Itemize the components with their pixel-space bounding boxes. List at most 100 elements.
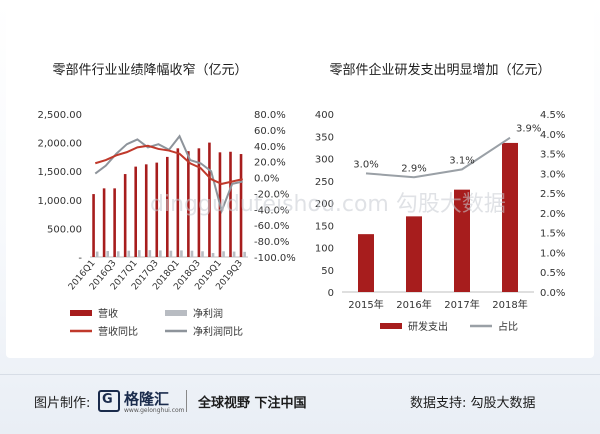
- chart2-yleft-tick: 350: [315, 132, 334, 143]
- chart2-bar-rd-expense: [406, 216, 422, 292]
- chart2-yleft-tick: 100: [315, 244, 334, 255]
- logo-url: www.gelonghui.com: [124, 407, 185, 414]
- chart2-x-tick: 2017年: [444, 298, 479, 311]
- data-source: 数据支持: 勾股大数据: [410, 396, 536, 411]
- chart2-legend-label: 占比: [498, 320, 518, 333]
- footer-divider: [0, 374, 600, 375]
- slogan: 全球视野 下注中国: [198, 396, 307, 411]
- chart2-yright-tick: 3.0%: [540, 169, 565, 180]
- credit-label: 图片制作:: [34, 396, 91, 411]
- chart2-title: 零部件企业研发支出明显增加（亿元）: [329, 62, 550, 78]
- chart1-bar-revenue: [229, 151, 232, 257]
- chart1-yleft-tick: 1,000.00: [37, 196, 82, 207]
- chart-rd-expense: 零部件企业研发支出明显增加（亿元） 0 50 100 150 200 250 300 350 40…: [315, 62, 566, 333]
- chart1-yright-tick: 60.0%: [254, 126, 286, 137]
- chart1-bar-revenue: [113, 188, 116, 257]
- chart2-yleft-tick: 400: [315, 110, 334, 121]
- chart2-yleft-tick: 50: [321, 266, 334, 277]
- chart2-yleft-tick: 0: [328, 288, 334, 299]
- chart1-legend-label: 营收同比: [98, 325, 138, 338]
- chart1-yright-tick: -60.0%: [254, 221, 289, 232]
- chart2-yright-tick: 2.5%: [540, 189, 565, 200]
- footer-separator: [186, 390, 187, 412]
- chart2-yright-tick: 0.0%: [540, 288, 565, 299]
- chart1-bar-revenue: [92, 194, 95, 257]
- chart1-yright-tick: 80.0%: [254, 110, 286, 121]
- chart2-bar-rd-expense: [358, 234, 374, 292]
- chart1-bar-net-profit: [180, 250, 183, 257]
- chart2-yright-tick: 1.5%: [540, 229, 565, 240]
- chart1-bar-net-profit: [148, 250, 152, 257]
- chart1-yright-tick: 40.0%: [254, 142, 286, 153]
- chart1-bar-net-profit: [211, 252, 215, 257]
- chart1-bar-revenue: [155, 162, 159, 257]
- chart1-line-revenue-yoy: [94, 144, 243, 185]
- chart1-legend-label: 净利润: [193, 307, 223, 320]
- chart1-bar-net-profit: [116, 251, 120, 257]
- chart2-x-tick: 2015年: [348, 298, 383, 311]
- chart-industry-performance: 零部件行业业绩降幅收窄（亿元） - 500.00 1,000.00 1,500.00 2,…: [37, 62, 296, 338]
- chart2-data-label: 2.9%: [401, 163, 426, 174]
- footer: 图片制作: G 格隆汇 www.gelonghui.com 全球视野 下注中国 …: [0, 374, 600, 434]
- chart1-yleft-tick: -: [78, 253, 82, 264]
- chart1-yright-tick: 0.0%: [254, 174, 279, 185]
- chart2-yright-tick: 2.0%: [540, 209, 565, 220]
- chart2-bar-rd-expense: [454, 189, 470, 292]
- chart1-yright-tick: -20.0%: [254, 189, 289, 200]
- chart1-yright-tick: 20.0%: [254, 158, 286, 169]
- chart1-legend-swatch: [70, 310, 92, 316]
- chart1-bar-revenue: [102, 188, 106, 257]
- chart2-x-tick: 2018年: [492, 298, 527, 311]
- chart2-legend-label: 研发支出: [408, 320, 448, 333]
- logo-icon: G: [98, 390, 120, 412]
- chart1-yright-tick: -40.0%: [254, 205, 289, 216]
- chart1-bar-net-profit: [127, 250, 131, 257]
- chart1-bar-revenue: [123, 174, 127, 257]
- chart1-bar-net-profit: [159, 250, 162, 257]
- chart-card: [6, 6, 594, 358]
- chart1-yleft-tick: 500.00: [47, 224, 82, 235]
- chart2-yleft-tick: 250: [315, 177, 334, 188]
- chart1-bar-net-profit: [222, 251, 225, 257]
- chart2-bar-rd-expense: [502, 142, 518, 292]
- chart1-bar-revenue: [197, 148, 201, 257]
- chart1-bar-net-profit: [106, 250, 109, 257]
- watermark: dingguduteishou.com 勾股大数据: [150, 192, 506, 217]
- chart1-bar-net-profit: [190, 250, 194, 257]
- chart2-data-label: 3.0%: [353, 159, 378, 170]
- chart2-yleft-tick: 300: [315, 155, 334, 166]
- chart1-yleft-tick: 2,500.00: [37, 110, 82, 121]
- chart1-bar-revenue: [176, 148, 180, 257]
- logo-name: 格隆汇: [124, 390, 170, 408]
- chart2-yleft-tick: 200: [315, 199, 334, 210]
- chart2-line-ratio: [365, 136, 511, 179]
- chart2-yright-tick: 4.0%: [540, 130, 565, 141]
- chart2-yright-tick: 4.5%: [540, 110, 565, 121]
- chart1-bar-net-profit: [169, 250, 173, 257]
- chart2-yleft-tick: 150: [315, 221, 334, 232]
- chart1-bar-net-profit: [243, 251, 246, 257]
- chart1-bar-net-profit: [232, 251, 236, 257]
- chart2-yright-tick: 3.5%: [540, 150, 565, 161]
- chart2-yright-tick: 1.0%: [540, 248, 565, 259]
- chart1-bar-net-profit: [201, 251, 204, 257]
- chart2-data-label: 3.9%: [516, 124, 541, 135]
- chart1-bar-revenue: [134, 166, 137, 257]
- chart2-yright-tick: 0.5%: [540, 268, 565, 279]
- chart1-bar-revenue: [239, 154, 243, 257]
- chart2-x-tick: 2016年: [396, 298, 431, 311]
- chart1-bar-revenue: [144, 164, 148, 257]
- chart1-yright-tick: -100.0%: [254, 253, 296, 264]
- chart1-yleft-tick: 2,000.00: [37, 139, 82, 150]
- chart1-yleft-tick: 1,500.00: [37, 167, 82, 178]
- chart1-bar-revenue: [166, 156, 169, 257]
- chart1-bar-net-profit: [95, 251, 99, 257]
- chart1-bar-revenue: [208, 142, 211, 257]
- chart2-legend-swatch: [380, 323, 402, 329]
- chart1-bar-net-profit: [138, 250, 141, 257]
- chart1-legend-label: 净利润同比: [193, 325, 243, 338]
- chart1-bar-revenue: [187, 151, 190, 257]
- chart1-legend-label: 营收: [98, 307, 118, 320]
- chart1-legend-swatch: [165, 310, 187, 316]
